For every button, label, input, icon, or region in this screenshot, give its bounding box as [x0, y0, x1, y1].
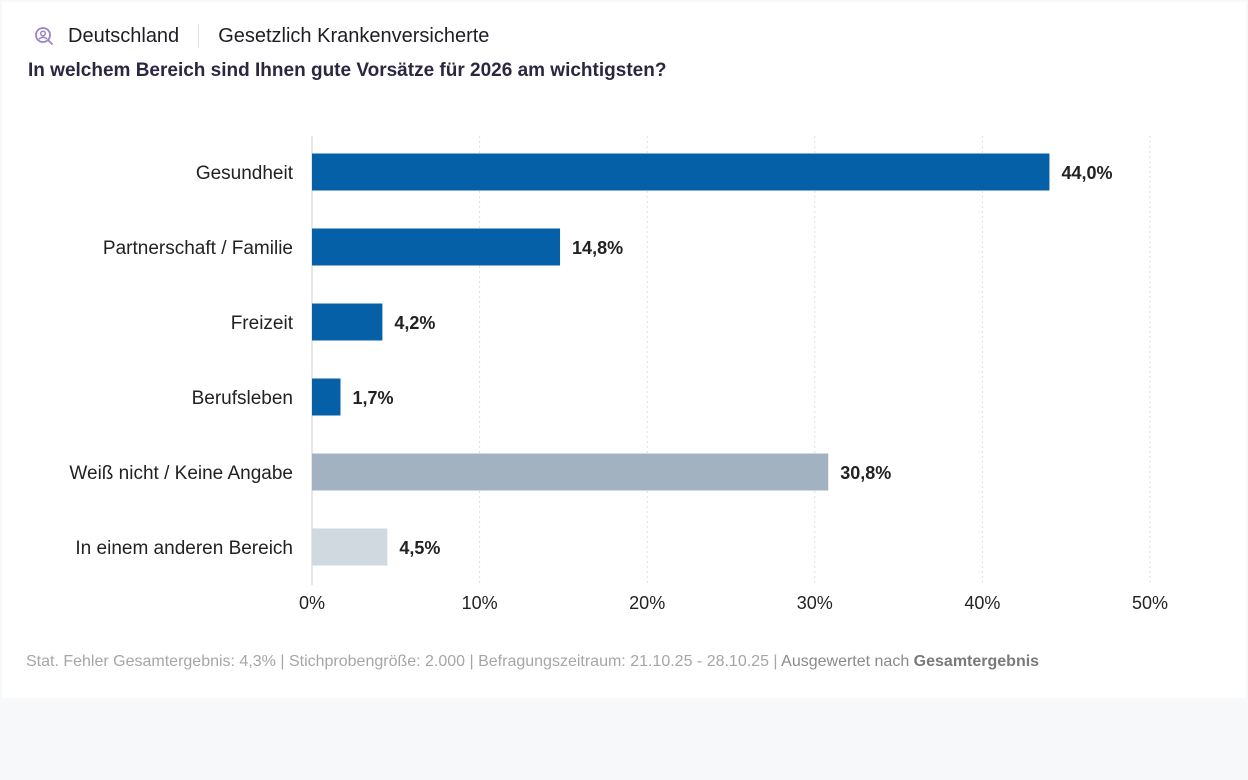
category-label: Gesundheit [196, 163, 294, 184]
data-label: 14,8% [572, 238, 623, 258]
x-tick-label: 20% [629, 593, 665, 613]
segment-label: Gesetzlich Krankenversicherte [218, 24, 490, 47]
category-label: Berufsleben [192, 388, 293, 409]
category-label: Partnerschaft / Familie [103, 238, 293, 259]
country-label: Deutschland [68, 24, 180, 47]
bar [312, 303, 383, 341]
data-label: 1,7% [352, 388, 393, 408]
data-label: 4,5% [399, 538, 440, 558]
x-tick-label: 0% [299, 593, 325, 613]
question-title: In welchem Bereich sind Ihnen gute Vorsä… [28, 60, 667, 81]
footer-by-value: Gesamtergebnis [913, 653, 1040, 670]
bar-chart: 0% 10% 20% 30% 40% 50% Gesundheit 44,0% Partners… [69, 136, 1168, 613]
footer-meta: Stat. Fehler Gesamtergebnis: 4,3% | Stic… [26, 653, 1039, 671]
data-label: 30,8% [840, 463, 891, 483]
bar [312, 453, 829, 491]
data-label: 4,2% [394, 313, 435, 333]
x-tick-label: 40% [964, 593, 1000, 613]
category-label: In einem anderen Bereich [75, 538, 293, 559]
bar [312, 228, 561, 266]
x-tick-label: 50% [1132, 593, 1168, 613]
divider [198, 24, 200, 48]
x-tick-label: 10% [462, 593, 498, 613]
category-label: Weiß nicht / Keine Angabe [69, 463, 293, 484]
category-label: Freizeit [231, 313, 294, 334]
bar [312, 153, 1050, 191]
footer-stats: Stat. Fehler Gesamtergebnis: 4,3% | Stic… [26, 653, 778, 670]
footer-by-label: Ausgewertet nach [781, 653, 910, 670]
bar [312, 528, 388, 566]
chart-card: Deutschland Gesetzlich Krankenversichert… [2, 2, 1246, 698]
data-label: 44,0% [1061, 163, 1112, 183]
bar [312, 378, 341, 416]
x-tick-label: 30% [797, 593, 833, 613]
search-user-icon [35, 27, 54, 46]
header: Deutschland Gesetzlich Krankenversichert… [34, 22, 489, 50]
